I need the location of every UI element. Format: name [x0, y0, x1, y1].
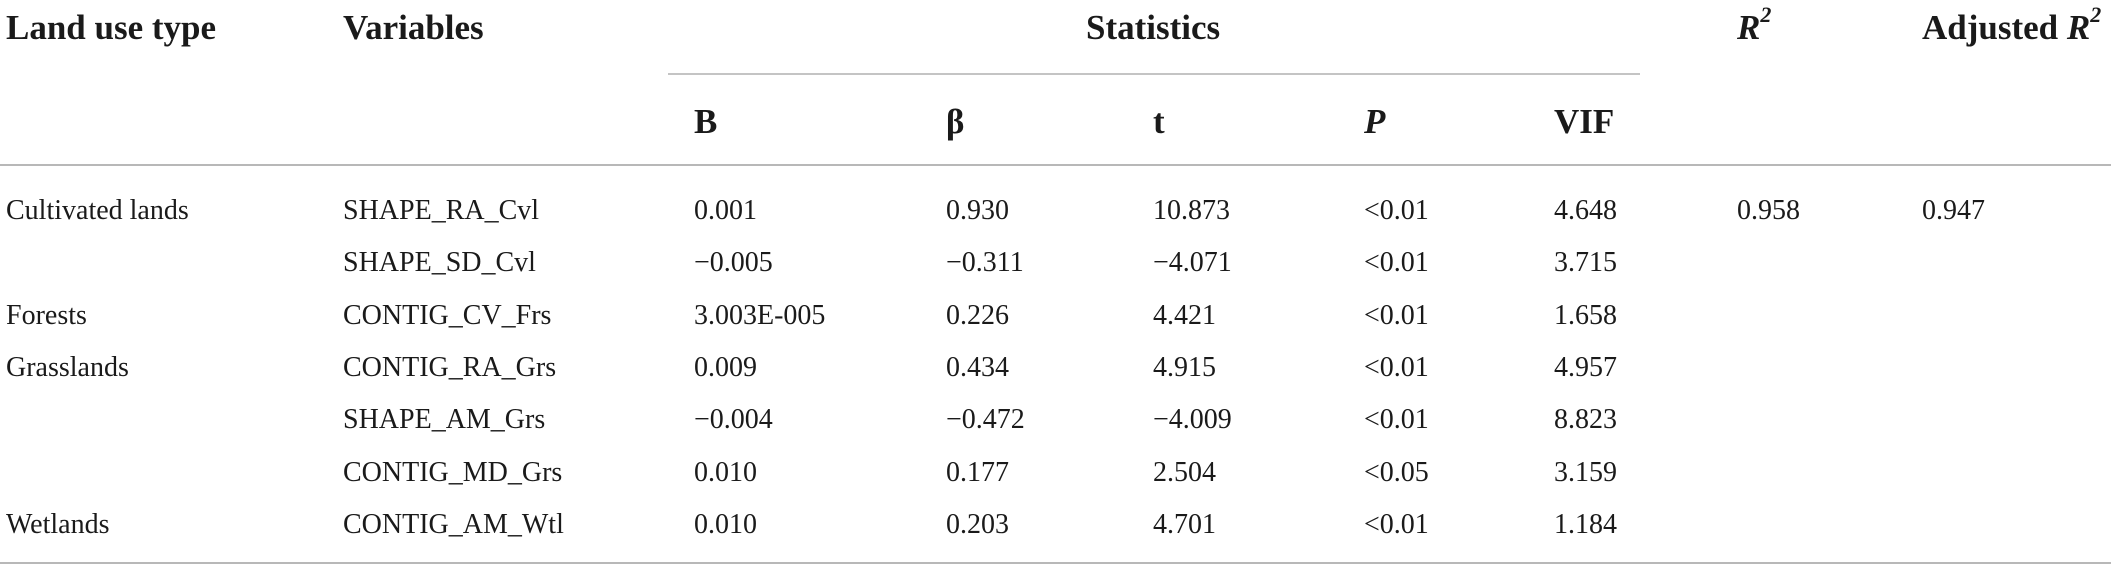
cell-variable: CONTIG_CV_Frs: [343, 300, 552, 331]
subheader-t: t: [1153, 102, 1165, 141]
header-land-use-type: Land use type: [6, 8, 217, 47]
cell-land-use: Cultivated lands: [6, 195, 189, 226]
cell-variable: SHAPE_AM_Grs: [343, 404, 546, 435]
cell-vif: 8.823: [1554, 404, 1617, 435]
cell-p: <0.01: [1364, 509, 1429, 540]
cell-t: 10.873: [1153, 195, 1230, 226]
cell-t: −4.009: [1153, 404, 1232, 435]
cell-variable: SHAPE_SD_Cvl: [343, 247, 536, 278]
cell-vif: 3.715: [1554, 247, 1617, 278]
cell-p: <0.01: [1364, 404, 1429, 435]
cell-adjusted-r-squared: 0.947: [1922, 195, 1985, 226]
cell-t: 2.504: [1153, 457, 1216, 488]
cell-variable: SHAPE_RA_Cvl: [343, 195, 540, 226]
cell-b: 0.009: [694, 352, 757, 383]
cell-vif: 1.658: [1554, 300, 1617, 331]
cell-beta: −0.311: [946, 247, 1024, 278]
header-variables: Variables: [343, 8, 484, 47]
cell-p: <0.01: [1364, 247, 1429, 278]
cell-vif: 1.184: [1554, 509, 1617, 540]
cell-p: <0.01: [1364, 300, 1429, 331]
subheader-b: B: [694, 102, 718, 141]
cell-land-use: Grasslands: [6, 352, 129, 383]
cell-b: 0.010: [694, 509, 757, 540]
cell-t: −4.071: [1153, 247, 1232, 278]
subheader-p: P: [1364, 102, 1386, 141]
cell-beta: 0.177: [946, 457, 1009, 488]
cell-beta: 0.930: [946, 195, 1009, 226]
cell-t: 4.915: [1153, 352, 1216, 383]
cell-p: <0.01: [1364, 195, 1429, 226]
cell-beta: −0.472: [946, 404, 1025, 435]
header-r-squared: R2: [1737, 2, 1772, 47]
table-bottom-rule: [0, 562, 2111, 564]
header-bottom-rule: [0, 164, 2111, 166]
cell-variable: CONTIG_AM_Wtl: [343, 509, 564, 540]
cell-b: −0.005: [694, 247, 773, 278]
cell-beta: 0.226: [946, 300, 1009, 331]
cell-b: −0.004: [694, 404, 773, 435]
statistics-header-rule: [668, 73, 1640, 75]
cell-vif: 4.648: [1554, 195, 1617, 226]
cell-beta: 0.434: [946, 352, 1009, 383]
cell-p: <0.05: [1364, 457, 1429, 488]
cell-b: 0.010: [694, 457, 757, 488]
cell-t: 4.421: [1153, 300, 1216, 331]
cell-beta: 0.203: [946, 509, 1009, 540]
cell-r-squared: 0.958: [1737, 195, 1800, 226]
cell-land-use: Forests: [6, 300, 87, 331]
cell-variable: CONTIG_RA_Grs: [343, 352, 557, 383]
cell-b: 3.003E-005: [694, 300, 826, 331]
cell-t: 4.701: [1153, 509, 1216, 540]
cell-variable: CONTIG_MD_Grs: [343, 457, 563, 488]
header-statistics: Statistics: [1086, 8, 1221, 47]
cell-land-use: Wetlands: [6, 509, 110, 540]
subheader-vif: VIF: [1554, 102, 1615, 141]
cell-b: 0.001: [694, 195, 757, 226]
cell-vif: 3.159: [1554, 457, 1617, 488]
subheader-beta: β: [946, 102, 965, 141]
header-adjusted-r-squared: Adjusted R2: [1922, 2, 2102, 47]
cell-vif: 4.957: [1554, 352, 1617, 383]
cell-p: <0.01: [1364, 352, 1429, 383]
